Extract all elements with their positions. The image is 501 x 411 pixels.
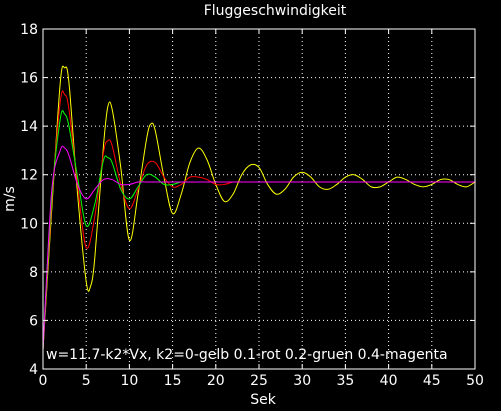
chart-title: Fluggeschwindigkeit — [204, 3, 347, 19]
x-tick-label: 5 — [82, 373, 91, 389]
chart-annotation: w=11.7-k2*Vx, k2=0-gelb 0.1-rot 0.2-grue… — [46, 347, 448, 363]
x-tick-label: 30 — [293, 373, 311, 389]
x-axis-label: Sek — [250, 392, 277, 408]
x-tick-label: 50 — [466, 373, 484, 389]
x-tick-label: 40 — [380, 373, 398, 389]
x-tick-label: 0 — [39, 373, 48, 389]
series-line-yellow — [42, 65, 476, 350]
series-line-magenta — [42, 145, 476, 350]
x-tick-label: 45 — [423, 373, 441, 389]
series-layer — [42, 65, 476, 350]
y-tick-label: 12 — [20, 168, 38, 184]
x-tick-label: 15 — [164, 373, 182, 389]
y-tick-label: 6 — [29, 313, 38, 329]
x-tick-label: 35 — [336, 373, 354, 389]
y-tick-label: 10 — [20, 216, 38, 232]
y-tick-label: 14 — [20, 119, 38, 135]
y-axis-label: m/s — [2, 186, 18, 212]
x-tick-label: 25 — [250, 373, 268, 389]
y-tick-label: 4 — [29, 362, 38, 378]
y-tick-label: 18 — [20, 22, 38, 38]
x-tick-label: 20 — [207, 373, 225, 389]
x-tick-label: 10 — [120, 373, 138, 389]
ticks: 0 5 10 15 20 25 30 35 40 45 50 4 6 8 10 12 14 16 18 — [20, 22, 484, 389]
y-tick-label: 8 — [29, 265, 38, 281]
y-tick-label: 16 — [20, 71, 38, 87]
